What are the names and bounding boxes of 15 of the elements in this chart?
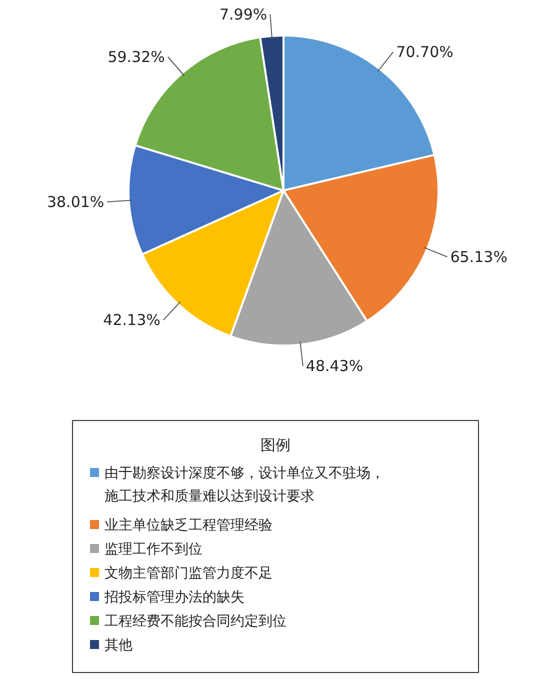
legend-label: 工程经费不能按合同约定到位 <box>104 612 286 628</box>
legend-label: 文物主管部门监管力度不足 <box>104 564 272 580</box>
data-label: 42.13% <box>103 311 160 330</box>
legend-label: 由于勘察设计深度不够，设计单位又不驻场，施工技术和质量难以达到设计要求 <box>104 464 384 504</box>
data-label: 65.13% <box>450 248 508 266</box>
legend-label: 监理工作不到位 <box>104 540 202 556</box>
legend-label: 招投标管理办法的缺失 <box>104 588 244 604</box>
data-label: 38.01% <box>46 192 104 211</box>
legend-title: 图例 <box>260 437 290 454</box>
data-label: 59.32% <box>108 48 165 66</box>
data-label: 48.43% <box>306 357 364 376</box>
data-label: 70.70% <box>396 42 454 61</box>
data-label: 7.99% <box>219 5 268 24</box>
legend-label: 业主单位缺乏工程管理经验 <box>104 516 272 532</box>
legend-label: 其他 <box>104 636 132 652</box>
